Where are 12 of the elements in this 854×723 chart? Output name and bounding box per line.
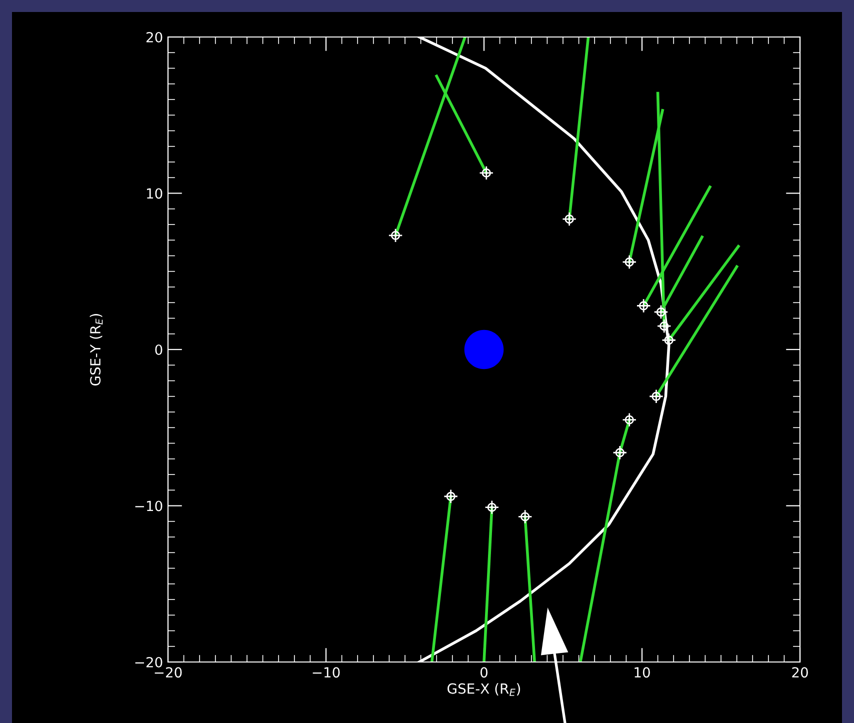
x-tick-label: −20 bbox=[154, 667, 182, 678]
y-axis-title: GSE-Y (R$_{E}$) bbox=[90, 314, 103, 386]
y-tick-label: −10 bbox=[135, 500, 162, 512]
x-tick-label: 10 bbox=[634, 667, 650, 678]
y-tick-label: −20 bbox=[135, 656, 162, 668]
x-tick-label: 0 bbox=[480, 667, 488, 678]
x-axis-title: GSE-X (R$_{E}$) bbox=[448, 683, 520, 696]
x-tick-label: −10 bbox=[312, 667, 340, 678]
y-tick-label: 0 bbox=[155, 344, 162, 355]
x-tick-label: 20 bbox=[792, 667, 808, 678]
y-tick-label: 10 bbox=[146, 188, 162, 199]
y-tick-label: 20 bbox=[146, 32, 162, 42]
